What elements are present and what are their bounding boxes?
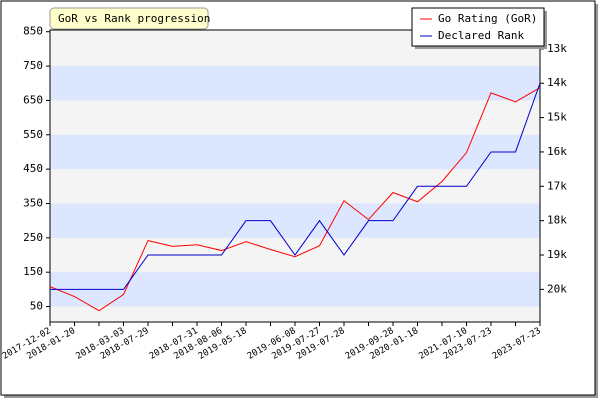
y2-tick-label: 15k	[547, 111, 567, 124]
y2-tick-label: 16k	[547, 145, 567, 158]
y2-tick-label: 18k	[547, 214, 567, 227]
y-tick-label: 150	[23, 265, 43, 278]
y2-tick-label: 13k	[547, 42, 567, 55]
y-tick-label: 250	[23, 231, 43, 244]
legend	[411, 7, 545, 47]
legend-label: Go Rating (GoR)	[438, 12, 537, 25]
y-tick-label: 550	[23, 128, 43, 141]
series-line	[49, 87, 541, 312]
y2-tick-label: 17k	[547, 179, 567, 192]
chart-title: GoR vs Rank progression	[58, 12, 210, 25]
y2-tick-label: 14k	[547, 76, 567, 89]
y2-tick-label: 20k	[547, 282, 567, 295]
y-tick-label: 850	[23, 25, 43, 38]
band	[50, 134, 540, 170]
y-tick-label: 650	[23, 93, 43, 106]
band	[50, 66, 540, 101]
y-tick-label: 450	[23, 162, 43, 175]
y-tick-label: 750	[23, 59, 43, 72]
title-box	[49, 7, 209, 30]
y-tick-label: 350	[23, 196, 43, 209]
legend-label: Declared Rank	[438, 29, 524, 42]
y2-tick-label: 19k	[547, 248, 567, 261]
series-line	[50, 83, 541, 290]
band	[50, 203, 540, 238]
y-tick-label: 50	[30, 300, 43, 313]
